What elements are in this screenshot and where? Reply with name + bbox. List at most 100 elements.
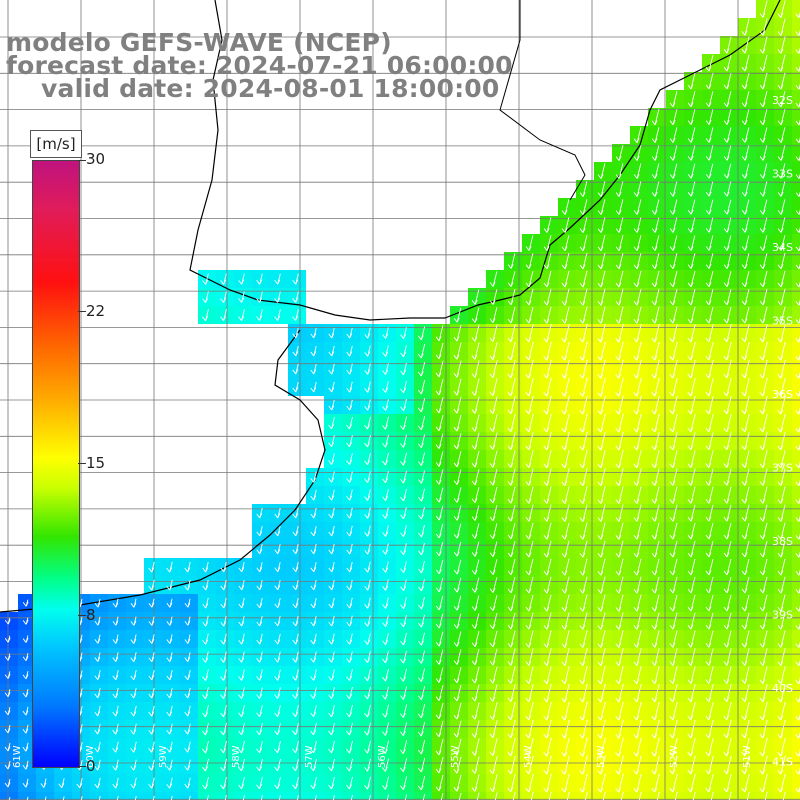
wind-arrow	[400, 327, 407, 339]
wind-cell	[792, 0, 800, 18]
wind-arrow	[579, 558, 588, 576]
wind-arrow	[166, 741, 173, 753]
wind-arrow	[705, 612, 714, 630]
wind-arrow	[166, 579, 173, 591]
wind-arrow	[759, 395, 768, 415]
wind-arrow	[705, 432, 714, 451]
wind-arrow	[633, 486, 642, 504]
wind-arrow	[346, 561, 353, 573]
wind-cell	[558, 792, 576, 800]
wind-arrow	[579, 701, 588, 721]
wind-arrow	[328, 740, 335, 754]
wind-arrow	[723, 594, 732, 612]
wind-arrow	[238, 562, 245, 573]
wind-arrow	[741, 540, 750, 558]
wind-arrow	[471, 342, 480, 360]
wind-arrow	[669, 540, 678, 558]
wind-arrow	[507, 594, 516, 612]
wind-arrow	[597, 181, 606, 197]
wind-arrow	[184, 616, 191, 626]
wind-arrow	[274, 309, 281, 321]
wind-arrow	[543, 288, 552, 306]
wind-cell	[792, 72, 800, 90]
wind-arrow	[669, 377, 678, 397]
wind-arrow	[777, 648, 786, 666]
latitude-label: 41S	[772, 756, 793, 769]
wind-arrow	[705, 271, 714, 288]
wind-arrow	[669, 576, 678, 594]
wind-arrow	[364, 740, 372, 754]
wind-arrow	[543, 217, 552, 233]
colorbar-tick	[78, 766, 86, 767]
wind-arrow	[346, 722, 353, 736]
wind-arrow	[507, 359, 516, 379]
wind-arrow	[62, 796, 65, 800]
wind-arrow	[220, 740, 227, 754]
wind-arrow	[400, 399, 407, 412]
wind-arrow	[597, 377, 606, 397]
wind-arrow	[651, 450, 660, 469]
wind-arrow	[759, 217, 768, 233]
wind-arrow	[440, 793, 444, 800]
wind-arrow	[400, 488, 407, 502]
wind-arrow	[615, 413, 624, 433]
wind-arrow	[112, 652, 119, 662]
wind-arrow	[399, 758, 408, 773]
wind-arrow	[400, 452, 408, 466]
wind-arrow	[400, 345, 407, 358]
wind-arrow	[651, 341, 660, 361]
wind-arrow	[489, 271, 498, 287]
wind-arrow	[507, 522, 516, 540]
wind-arrow	[651, 235, 660, 251]
wind-arrow	[615, 540, 624, 558]
latitude-label: 40S	[772, 682, 793, 695]
wind-arrow	[525, 612, 534, 630]
wind-arrow	[507, 414, 516, 433]
wind-arrow	[633, 773, 642, 793]
wind-arrow	[310, 687, 317, 699]
wind-arrow	[112, 723, 119, 735]
wind-arrow	[202, 758, 209, 772]
wind-arrow	[615, 648, 624, 667]
wind-arrow	[579, 323, 588, 343]
wind-cell	[252, 792, 270, 800]
wind-arrow	[453, 702, 462, 720]
wind-arrow	[723, 145, 732, 161]
wind-arrow	[364, 615, 371, 627]
wind-arrow	[453, 720, 462, 738]
wind-arrow	[507, 271, 516, 287]
wind-arrow	[399, 722, 408, 736]
wind-arrow	[507, 612, 516, 630]
wind-arrow	[525, 558, 534, 576]
wind-arrow	[579, 413, 588, 433]
wind-arrow	[417, 397, 426, 413]
wind-arrow	[759, 271, 768, 288]
wind-arrow	[687, 576, 696, 594]
wind-arrow	[489, 648, 498, 666]
wind-arrow	[202, 740, 209, 754]
wind-arrow	[525, 486, 534, 504]
wind-arrow	[723, 504, 732, 522]
wind-arrow	[382, 452, 389, 466]
wind-arrow	[525, 755, 534, 775]
wind-arrow	[633, 737, 642, 757]
wind-arrow	[471, 756, 480, 774]
wind-arrow	[399, 704, 408, 718]
wind-arrow	[651, 359, 660, 379]
wind-arrow	[310, 328, 317, 339]
wind-arrow	[759, 737, 768, 757]
wind-arrow	[777, 72, 786, 90]
wind-arrow	[597, 522, 606, 540]
wind-arrow	[94, 616, 101, 626]
longitude-label: 53W	[596, 745, 607, 768]
wind-arrow	[400, 561, 407, 573]
wind-arrow	[202, 776, 209, 790]
wind-arrow	[435, 396, 444, 414]
wind-arrow	[471, 648, 480, 666]
wind-arrow	[292, 381, 299, 393]
wind-arrow	[310, 544, 317, 555]
wind-arrow	[741, 414, 750, 433]
wind-arrow	[453, 324, 462, 342]
wind-arrow	[435, 487, 444, 503]
wind-cell	[360, 792, 378, 800]
